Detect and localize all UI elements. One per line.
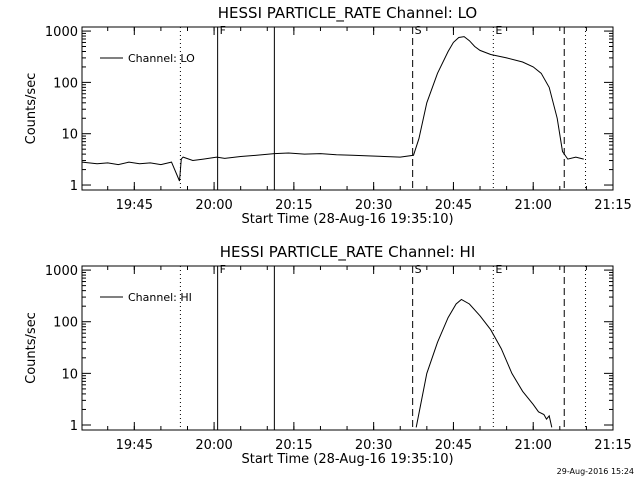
x-axis-label: Start Time (28-Aug-16 19:35:10) [241, 212, 453, 227]
y-tick-label: 1 [70, 179, 78, 194]
panel-lo: HESSI PARTICLE_RATE Channel: LO 1 10 100 100… [24, 4, 632, 227]
x-tick-label: 21:00 [514, 438, 551, 453]
series-line [415, 298, 553, 428]
x-tick-label: 20:15 [275, 198, 312, 213]
event-marker-label: E [495, 263, 502, 276]
y-tick-label: 100 [53, 76, 78, 91]
series-line [81, 36, 584, 182]
panel-hi: HESSI PARTICLE_RATE Channel: HI 1 10 100 100… [24, 243, 632, 467]
x-tick-label: 21:00 [514, 198, 551, 213]
x-tick-label: 19:45 [116, 198, 153, 213]
y-axis-label: Counts/sec [24, 73, 39, 145]
x-tick-label: 20:30 [355, 198, 392, 213]
generation-timestamp: 29-Aug-2016 15:24 [556, 467, 634, 476]
chart-title: HESSI PARTICLE_RATE Channel: HI [220, 243, 476, 262]
x-tick-label: 20:30 [355, 438, 392, 453]
y-tick-label: 1000 [45, 264, 78, 279]
y-tick-label: 10 [61, 128, 78, 143]
y-axis-label: Counts/sec [24, 312, 39, 384]
chart-title: HESSI PARTICLE_RATE Channel: LO [218, 4, 477, 23]
event-marker-label: S [415, 263, 422, 276]
x-tick-label: 20:15 [275, 438, 312, 453]
x-tick-label: 21:15 [594, 438, 631, 453]
x-tick-label: 20:45 [435, 198, 472, 213]
y-tick-label: 1000 [45, 25, 78, 40]
x-axis-label: Start Time (28-Aug-16 19:35:10) [241, 452, 453, 467]
legend-label: Channel: LO [128, 52, 195, 65]
event-marker-label: E [495, 24, 502, 37]
legend-label: Channel: HI [128, 291, 192, 304]
y-tick-label: 100 [53, 316, 78, 331]
y-tick-label: 1 [70, 419, 78, 434]
x-tick-label: 21:15 [594, 198, 631, 213]
x-tick-label: 20:45 [435, 438, 472, 453]
x-tick-label: 19:45 [116, 438, 153, 453]
event-marker-label: F [220, 263, 226, 276]
y-tick-label: 10 [61, 367, 78, 382]
event-marker-label: F [220, 24, 226, 37]
x-tick-label: 20:00 [195, 198, 232, 213]
event-marker-label: S [415, 24, 422, 37]
x-tick-label: 20:00 [195, 438, 232, 453]
